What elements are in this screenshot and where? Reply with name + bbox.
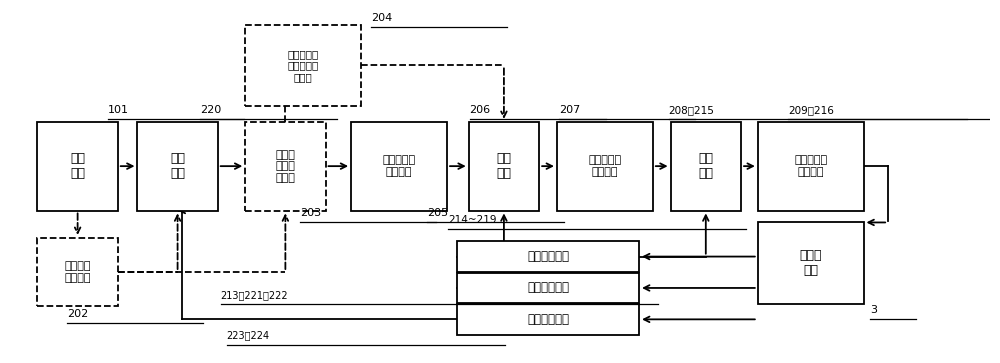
FancyBboxPatch shape	[671, 122, 741, 211]
Text: 204: 204	[371, 13, 392, 23]
FancyBboxPatch shape	[245, 25, 361, 106]
FancyBboxPatch shape	[245, 122, 326, 211]
FancyBboxPatch shape	[457, 273, 639, 303]
Text: 206: 206	[470, 105, 491, 115]
Text: 209、216: 209、216	[788, 105, 834, 115]
Text: 位置
闭环: 位置 闭环	[170, 152, 185, 180]
Text: 机电作
动器: 机电作 动器	[799, 249, 822, 277]
FancyBboxPatch shape	[37, 238, 118, 306]
Text: 慢速控制位
置闭环输出
限幅器: 慢速控制位 置闭环输出 限幅器	[287, 49, 319, 82]
Text: 速度
闭环: 速度 闭环	[496, 152, 511, 180]
Text: 位置环
输出限
幅开关: 位置环 输出限 幅开关	[275, 150, 295, 183]
Text: 电流
闭环: 电流 闭环	[698, 152, 713, 180]
Text: 电流闭环输
出限幅器: 电流闭环输 出限幅器	[794, 155, 827, 177]
Text: 位置闭环输
出限幅器: 位置闭环输 出限幅器	[382, 155, 416, 177]
FancyBboxPatch shape	[351, 122, 447, 211]
Text: 电流反馈回路: 电流反馈回路	[527, 250, 569, 263]
Text: 控制指令
类型判断: 控制指令 类型判断	[64, 261, 91, 283]
FancyBboxPatch shape	[457, 241, 639, 272]
Text: 214~219: 214~219	[448, 215, 497, 225]
FancyBboxPatch shape	[137, 122, 218, 211]
Text: 控制
指令: 控制 指令	[70, 152, 85, 180]
FancyBboxPatch shape	[557, 122, 653, 211]
Text: 3: 3	[870, 305, 877, 315]
Text: 101: 101	[108, 105, 129, 115]
FancyBboxPatch shape	[37, 122, 118, 211]
FancyBboxPatch shape	[457, 304, 639, 335]
FancyBboxPatch shape	[469, 122, 539, 211]
FancyBboxPatch shape	[758, 122, 864, 211]
Text: 速度反馈回路: 速度反馈回路	[527, 281, 569, 294]
Text: 207: 207	[559, 105, 580, 115]
Text: 位置反馈回路: 位置反馈回路	[527, 313, 569, 326]
Text: 202: 202	[67, 309, 88, 319]
Text: 220: 220	[200, 105, 221, 115]
Text: 208、215: 208、215	[669, 105, 714, 115]
Text: 213、221、222: 213、221、222	[221, 290, 288, 300]
Text: 速度闭环输
出限幅器: 速度闭环输 出限幅器	[588, 155, 621, 177]
Text: 205: 205	[427, 208, 449, 218]
Text: 203: 203	[300, 208, 321, 218]
Text: 223、224: 223、224	[227, 330, 270, 340]
FancyBboxPatch shape	[758, 223, 864, 304]
